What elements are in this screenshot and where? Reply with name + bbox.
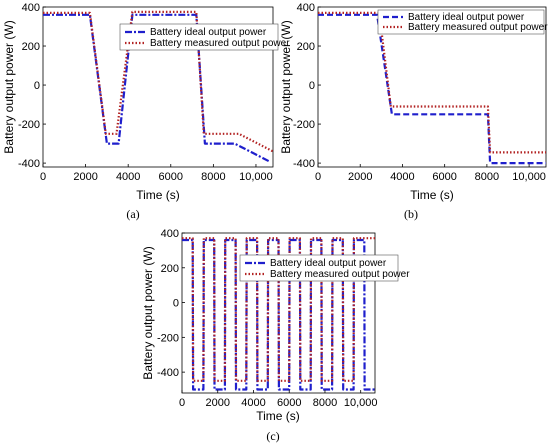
y-tick-label-b: 200 [297,41,315,53]
ticks-group-c: 0 2000 4000 6000 8000 10,000 -400 -200 0 200 400 [157,228,378,409]
legend-box-b [377,9,545,35]
series-group-b [318,11,546,165]
ticks-group-a: 0 2000 4000 6000 8000 10,000 -400 -200 0 200 400 [18,2,273,183]
x-axis-label-b: Time (s) [410,188,454,202]
series-line-b-measured [318,11,546,154]
y-axis-label-c: Battery output power (W) [141,246,155,379]
x-tick-label-a: 4000 [116,171,140,183]
series-line-b-ideal [318,13,546,165]
y-tick-label-c: -200 [157,332,179,344]
y-tick-label-b: 400 [297,2,315,14]
panel-a: 0 2000 4000 6000 8000 10,000 -400 -200 0 200 400 B… [2,2,290,221]
x-tick-label-a: 2000 [73,171,97,183]
ticks-group-b: 0 2000 4000 6000 8000 10,000 -400 -200 0 200 400 [293,2,546,183]
y-tick-label-b: 0 [309,80,315,92]
series-group-a [43,10,274,163]
x-tick-label-b: 10,000 [512,171,546,183]
y-tick-label-a: -200 [18,119,40,131]
panel-label-a: (a) [126,207,139,221]
x-tick-label-c: 0 [179,397,185,409]
panel-c: 0 2000 4000 6000 8000 10,000 -400 -200 0 200 400 B… [141,228,410,443]
x-tick-label-b: 6000 [432,171,456,183]
series-line-a-measured [43,10,274,153]
y-tick-label-c: 200 [161,263,179,275]
legend-label-ideal-c: Battery ideal output power [270,258,387,269]
series-group-c [182,237,375,391]
x-tick-label-b: 2000 [348,171,372,183]
x-axis-label-c: Time (s) [256,409,300,423]
legend-box-c [239,254,399,282]
x-tick-label-c: 8000 [313,397,337,409]
x-tick-label-b: 0 [315,171,321,183]
y-tick-label-b: -400 [293,158,315,170]
legend-label-measured-a: Battery measured output power [150,38,290,49]
y-axis-label-b: Battery output power (W) [279,20,293,153]
y-tick-label-a: 200 [22,41,40,53]
y-axis-label-a: Battery output power (W) [2,20,16,153]
legend-c: Battery ideal output power Battery measu… [239,254,410,282]
y-tick-label-a: 400 [22,2,40,14]
legend-label-ideal-a: Battery ideal output power [150,27,267,38]
x-tick-label-a: 10,000 [239,171,273,183]
y-tick-label-b: -200 [293,119,315,131]
panel-label-b: (b) [404,207,418,221]
x-tick-label-a: 6000 [159,171,183,183]
panel-label-c: (c) [266,429,279,443]
y-tick-label-c: 0 [173,298,179,310]
panel-b: 0 2000 4000 6000 8000 10,000 -400 -200 0 200 400 B… [279,2,548,221]
y-tick-label-c: 400 [161,228,179,240]
y-tick-label-a: 0 [34,80,40,92]
legend-label-ideal-b: Battery ideal output power [408,12,525,23]
legend-box-a [119,23,279,51]
x-tick-label-c: 2000 [205,397,229,409]
legend-a: Battery ideal output power Battery measu… [119,23,290,51]
x-tick-label-b: 4000 [390,171,414,183]
x-tick-label-c: 10,000 [344,397,378,409]
x-tick-label-c: 4000 [241,397,265,409]
x-tick-label-a: 8000 [201,171,225,183]
y-tick-label-c: -400 [157,367,179,379]
series-line-a-ideal [43,13,270,163]
legend-label-measured-b: Battery measured output power [408,22,548,33]
series-line-c-measured [182,237,375,382]
legend-label-measured-c: Battery measured output power [270,269,410,280]
x-tick-label-c: 6000 [277,397,301,409]
x-tick-label-a: 0 [40,171,46,183]
x-axis-label-a: Time (s) [136,188,180,202]
y-tick-label-a: -400 [18,158,40,170]
legend-b: Battery ideal output power Battery measu… [377,9,548,35]
x-tick-label-b: 8000 [475,171,499,183]
